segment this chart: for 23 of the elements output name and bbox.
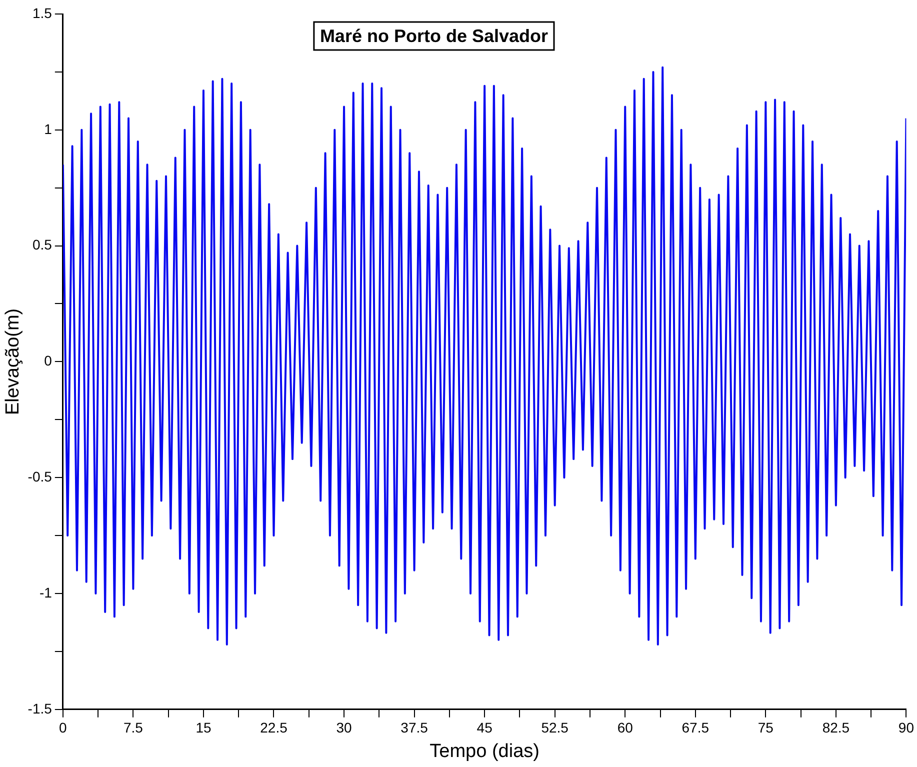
x-tick-label: 22.5 — [260, 720, 288, 736]
x-tick-label: 82.5 — [822, 720, 850, 736]
x-tick-label: 0 — [59, 720, 68, 736]
x-tick-label: 15 — [196, 720, 212, 736]
x-tick-label: 67.5 — [682, 720, 710, 736]
x-axis-title: Tempo (dias) — [430, 740, 540, 762]
x-tick-label: 30 — [336, 720, 352, 736]
x-tick-label: 37.5 — [400, 720, 428, 736]
x-tick-label: 45 — [476, 720, 493, 736]
y-tick-label: 1.5 — [32, 4, 52, 21]
y-tick-label: -1.5 — [28, 700, 52, 716]
y-tick-label: -1 — [39, 584, 52, 600]
y-tick-label: -0.5 — [28, 468, 52, 484]
y-tick-label: 0.5 — [32, 236, 52, 253]
x-tick-label: 60 — [617, 720, 634, 736]
x-tick-label: 75 — [758, 720, 774, 736]
y-axis-title: Elevação(m) — [2, 308, 24, 416]
text: Maré no Porto de Salvador — [320, 26, 548, 46]
x-tick-label: 52.5 — [541, 720, 569, 736]
y-tick-label: 0 — [44, 352, 52, 369]
x-tick-label: 90 — [898, 720, 914, 736]
x-tick-label: 7.5 — [123, 720, 144, 736]
y-tick-label: 1 — [44, 120, 52, 137]
